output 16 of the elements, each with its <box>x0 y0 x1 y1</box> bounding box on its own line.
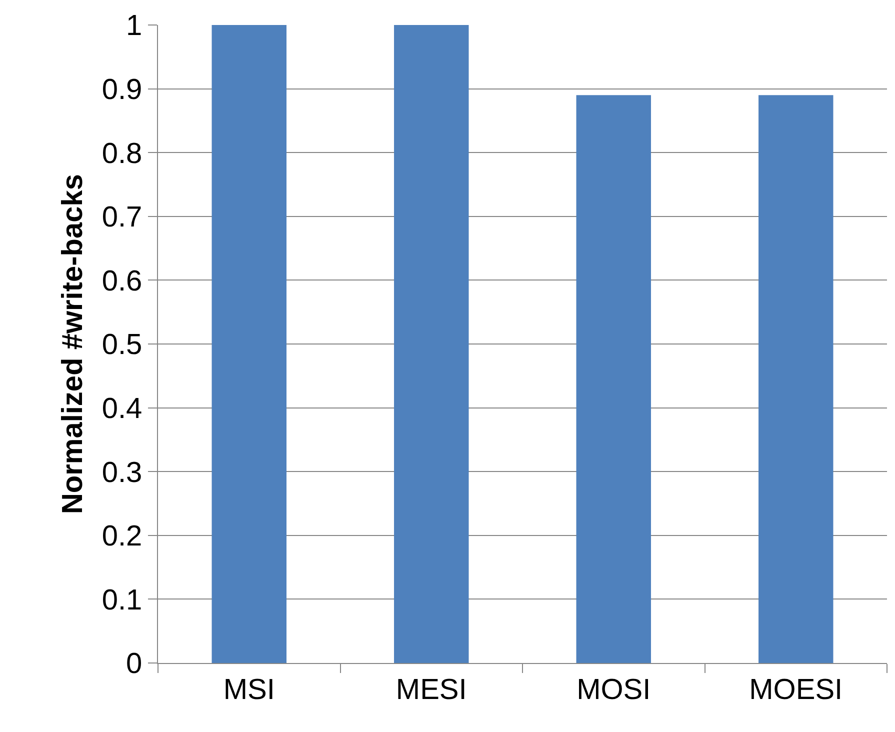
y-tick-label: 0.6 <box>102 265 142 298</box>
y-tick-label: 0.3 <box>102 456 142 489</box>
x-tick-label: MOSI <box>576 674 651 706</box>
y-tick-label: 0.2 <box>102 520 142 553</box>
y-tick-label: 0.1 <box>102 584 142 616</box>
y-axis-title: Normalized #write-backs <box>57 174 90 514</box>
y-tick-label: 0 <box>126 648 142 680</box>
y-tick-label: 0.5 <box>102 329 142 362</box>
x-tick-label: MESI <box>396 674 467 706</box>
y-tick-label: 0.9 <box>102 74 142 106</box>
y-tick-label: 1 <box>126 10 142 42</box>
x-tick-label: MSI <box>223 674 275 706</box>
y-tick-label: 0.7 <box>102 202 142 234</box>
x-tick-label: MOESI <box>749 674 843 706</box>
y-tick-label: 0.8 <box>102 138 142 170</box>
y-tick-label: 0.4 <box>102 392 142 425</box>
